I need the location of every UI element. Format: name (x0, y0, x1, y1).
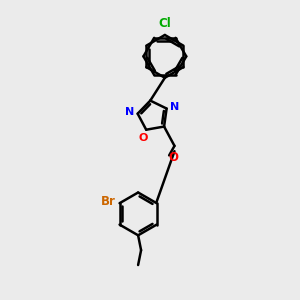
Text: O: O (139, 133, 148, 143)
Text: N: N (124, 107, 134, 117)
Text: Br: Br (101, 195, 116, 208)
Text: O: O (168, 151, 178, 164)
Text: N: N (170, 102, 179, 112)
Text: Cl: Cl (158, 16, 171, 30)
